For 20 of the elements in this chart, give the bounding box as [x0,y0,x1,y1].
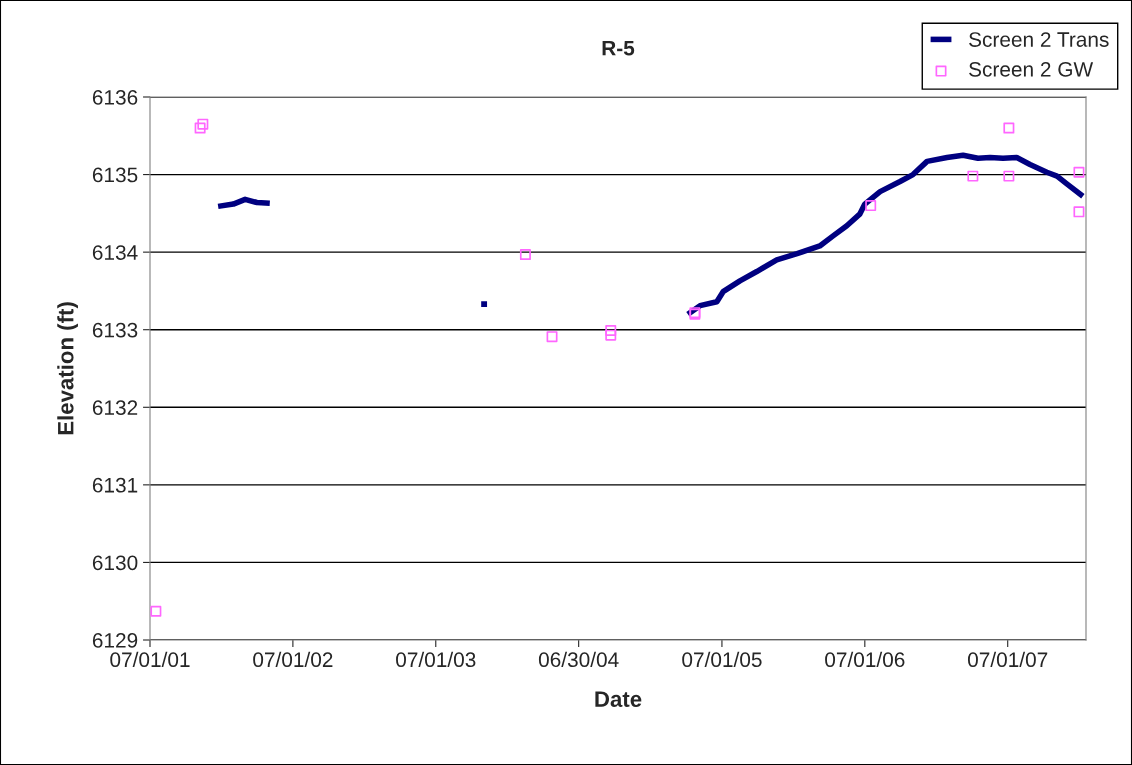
y-tick-label: 6133 [92,322,138,338]
legend-label: Screen 2 Trans [969,32,1109,47]
x-tick-label: 07/01/07 [967,651,1048,668]
legend-label: Screen 2 GW [969,61,1094,77]
x-tick-label: 07/01/03 [396,651,476,668]
y-tick-label: 6135 [92,167,138,183]
y-tick-label: 6134 [92,245,138,260]
x-tick-label: 07/01/02 [253,651,333,668]
x-tick-label: 07/01/05 [682,651,762,668]
x-tick-label: 06/30/04 [538,651,619,668]
x-tick-label: 07/01/06 [825,651,905,668]
y-tick-label: 6136 [92,90,138,105]
y-tick-label: 6131 [92,477,138,493]
y-tick-label: 6129 [92,633,138,648]
y-axis-title: Elevation (ft) [57,302,78,435]
y-tick-label: 6132 [92,400,138,416]
chart-title: R-5 [602,41,635,56]
x-axis-title: Date [595,691,642,707]
x-tick-label: 07/01/01 [110,651,190,668]
y-tick-label: 6130 [92,555,138,571]
